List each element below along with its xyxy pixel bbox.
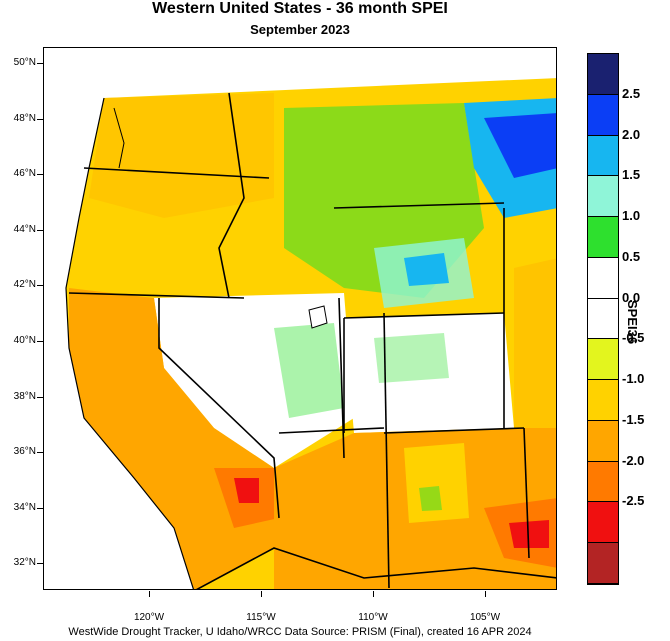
lon-label: 110°W [358, 612, 388, 623]
lat-label: 50°N [13, 57, 36, 68]
lat-label: 44°N [13, 223, 36, 235]
colorbar-swatch [588, 420, 618, 462]
colorbar-tick-label: 2.5 [622, 85, 641, 101]
colorbar-swatch [588, 257, 618, 299]
lon-label: 115°W [246, 612, 276, 623]
colorbar-tick-label: -1.0 [622, 371, 645, 387]
colorbar-swatch [588, 461, 618, 503]
lon-tick [373, 591, 374, 597]
footer-credit: WestWide Drought Tracker, U Idaho/WRCC D… [68, 626, 532, 638]
boundary-utah-az [278, 427, 385, 434]
region-plains-dry [514, 258, 556, 428]
region-great-basin-normal [154, 293, 354, 468]
lon-label: 120°W [133, 612, 165, 623]
chart-title: Western United States - 36 month SPEI [152, 0, 448, 17]
region-montana-deepblue [484, 113, 556, 178]
colorbar-swatch [588, 380, 618, 421]
colorbar-tick-label: 2.0 [622, 126, 641, 142]
lat-tick [37, 341, 43, 342]
colorbar-swatch [588, 54, 618, 95]
colorbar [587, 53, 619, 585]
colorbar-tick-label: -2.5 [622, 493, 645, 509]
boundary-co-nm [383, 427, 525, 434]
colorbar-tick-label: 1.5 [622, 167, 641, 183]
boundary-wa-or [83, 167, 270, 179]
lat-label: 36°N [13, 446, 36, 458]
colorbar-tick-label: -0.5 [622, 330, 645, 346]
colorbar-swatch [588, 176, 618, 218]
colorbar-tick-label: -1.5 [622, 411, 645, 427]
drought-map [44, 48, 556, 589]
lon-tick [261, 591, 262, 597]
colorbar-swatch [588, 543, 618, 584]
region-colorado-green [374, 333, 449, 383]
region-nm-green [419, 486, 442, 511]
boundary-four-corners [383, 312, 390, 589]
colorbar-swatch [588, 217, 618, 258]
lat-tick [37, 63, 43, 64]
lon-tick [485, 591, 486, 597]
lat-label: 32°N [13, 557, 36, 569]
colorbar-tick-label: 0.5 [622, 248, 641, 264]
lat-tick [37, 174, 43, 176]
map-panel [43, 47, 557, 590]
chart-subtitle: September 2023 [250, 22, 350, 37]
colorbar-swatch [588, 298, 618, 340]
lat-label: 40°N [13, 335, 36, 346]
lon-tick [149, 591, 150, 597]
boundary-or-ca [68, 292, 245, 299]
boundary-idaho-west [218, 92, 245, 299]
lat-tick [37, 229, 43, 231]
lat-tick [37, 452, 43, 454]
colorbar-tick-label: 0.0 [622, 289, 641, 305]
region-texas-red-spot [509, 520, 549, 548]
lat-tick [37, 563, 43, 565]
colorbar-swatch [588, 135, 618, 177]
lat-tick [37, 396, 43, 398]
state-boundaries [68, 92, 556, 589]
boundary-nm-east [523, 427, 530, 559]
colorbar-swatch [588, 94, 618, 136]
boundary-ca-nv [158, 298, 280, 519]
lat-label: 34°N [13, 501, 36, 513]
boundary-mt-wy [333, 202, 505, 209]
region-wyoming-blue [404, 253, 449, 286]
boundary-wy-south [343, 312, 505, 319]
lat-label: 38°N [13, 390, 36, 402]
colorbar-swatch [588, 502, 618, 544]
region-colorado-normal [344, 313, 514, 433]
lat-tick [37, 118, 43, 120]
lat-tick [37, 507, 43, 509]
colorbar-swatch [588, 339, 618, 381]
lon-label: 105°W [469, 612, 501, 623]
region-pnw-dry [89, 93, 274, 218]
region-california-dry [69, 288, 274, 589]
colorbar-tick-label: 1.0 [622, 208, 641, 224]
region-socal-red-spot [234, 478, 259, 503]
region-utah-green [274, 323, 344, 418]
boundary-mexico [196, 547, 556, 589]
lat-tick [37, 285, 43, 287]
lat-label: 48°N [13, 112, 36, 124]
puget-sound [113, 107, 125, 169]
lat-label: 46°N [13, 168, 36, 180]
coastline [65, 97, 194, 589]
colorbar-tick-label: -2.0 [622, 452, 645, 468]
great-salt-lake [308, 305, 328, 329]
region-nm-normal [404, 443, 469, 523]
boundary-nevada-east [338, 297, 345, 459]
lat-label: 42°N [13, 279, 36, 291]
